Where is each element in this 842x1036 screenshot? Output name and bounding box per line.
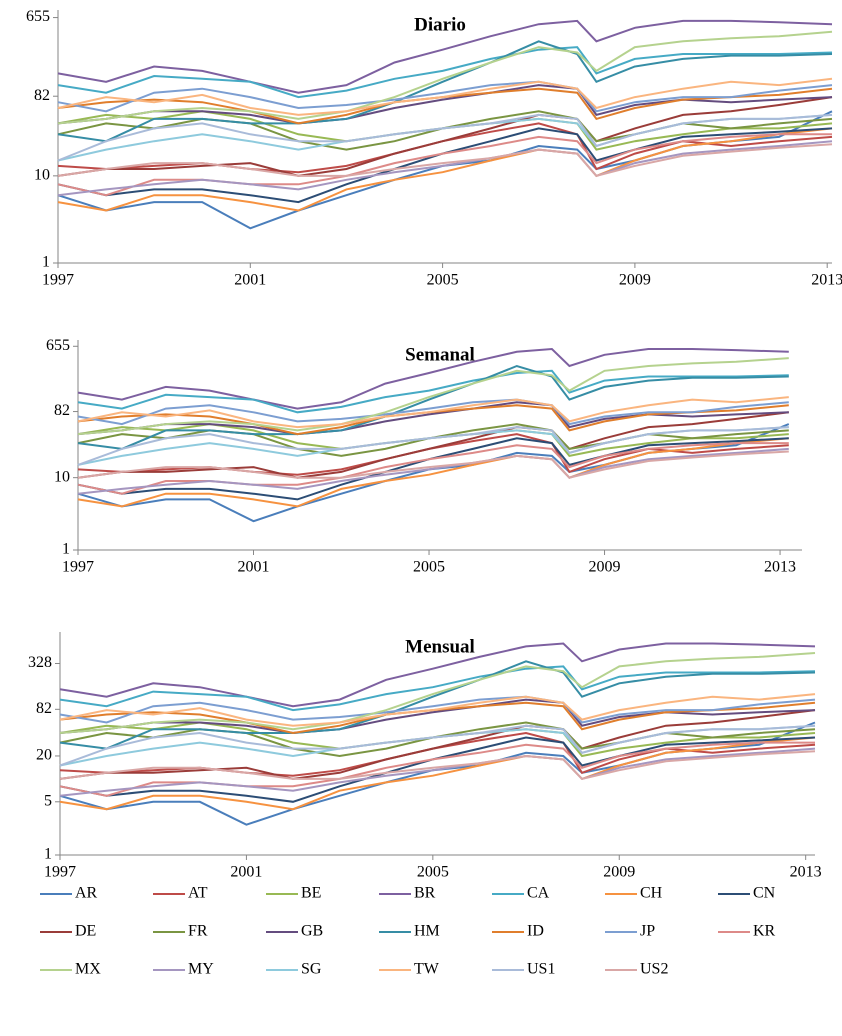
series-line <box>57 110 833 151</box>
x-tick-label: 2009 <box>603 864 635 881</box>
legend-label: US2 <box>640 961 668 978</box>
x-tick-label: 1997 <box>42 272 74 289</box>
series-line <box>59 665 816 712</box>
series-line <box>77 437 789 501</box>
x-tick-label: 2005 <box>413 559 445 576</box>
x-tick-label: 2001 <box>238 559 270 576</box>
series-line <box>57 40 833 143</box>
series-line <box>77 369 789 414</box>
y-tick-label: 1 <box>44 846 52 863</box>
legend-label: BR <box>414 885 436 902</box>
series-line <box>57 127 833 204</box>
x-tick-label: 1997 <box>44 864 76 881</box>
x-tick-label: 2009 <box>589 559 621 576</box>
series-line <box>59 747 816 797</box>
series-line <box>77 411 789 479</box>
series-line <box>57 127 833 212</box>
series-line <box>57 19 833 94</box>
legend-label: JP <box>640 923 655 940</box>
series-line <box>77 396 789 429</box>
legend-label: DE <box>75 923 96 940</box>
series-line <box>59 736 816 811</box>
x-tick-label: 2013 <box>790 864 822 881</box>
series-line <box>77 364 789 450</box>
legend-label: KR <box>753 923 776 940</box>
series-line <box>57 87 833 125</box>
series-line <box>57 113 833 162</box>
y-tick-label: 82 <box>54 402 70 419</box>
x-tick-label: 2009 <box>619 272 651 289</box>
series-line <box>57 80 833 113</box>
series-line <box>57 143 833 178</box>
legend-label: TW <box>414 961 440 978</box>
y-tick-label: 1 <box>42 254 50 271</box>
y-tick-label: 5 <box>44 792 52 809</box>
series-line <box>59 660 816 750</box>
series-line <box>77 357 789 436</box>
legend-label: CH <box>640 885 663 902</box>
series-line <box>57 96 833 177</box>
legend-label: CN <box>753 885 776 902</box>
x-tick-label: 2005 <box>417 864 449 881</box>
x-tick-label: 2001 <box>230 864 262 881</box>
legend-label: SG <box>301 961 322 978</box>
legend-label: AT <box>188 885 208 902</box>
y-tick-label: 82 <box>36 700 52 717</box>
y-tick-label: 655 <box>26 8 50 25</box>
y-tick-label: 20 <box>36 747 52 764</box>
legend-label: MY <box>188 961 214 978</box>
series-line <box>57 140 833 197</box>
legend-label: GB <box>301 923 323 940</box>
series-line <box>59 693 816 727</box>
series-line <box>77 423 789 457</box>
series-line <box>77 404 789 436</box>
series-line <box>77 447 789 495</box>
x-tick-label: 2001 <box>234 272 266 289</box>
legend-label: HM <box>414 923 440 940</box>
legend-label: FR <box>188 923 208 940</box>
legend-label: US1 <box>527 961 555 978</box>
series-line <box>59 642 816 708</box>
series-line <box>59 695 816 724</box>
y-tick-label: 10 <box>34 167 50 184</box>
series-line <box>59 724 816 767</box>
series-line <box>59 736 816 803</box>
series-line <box>59 709 816 780</box>
series-line <box>77 347 789 410</box>
chart-title: Semanal <box>405 344 475 365</box>
series-line <box>57 46 833 99</box>
y-tick-label: 1 <box>62 541 70 558</box>
x-tick-label: 1997 <box>62 559 94 576</box>
series-line <box>57 77 833 116</box>
chart-title: Mensual <box>405 636 475 657</box>
series-line <box>59 701 816 735</box>
legend-label: MX <box>75 961 101 978</box>
series-line <box>77 450 789 479</box>
series-line <box>59 652 816 734</box>
series-line <box>77 437 789 508</box>
series-line <box>77 426 789 466</box>
chart-title: Diario <box>414 14 466 35</box>
x-tick-label: 2013 <box>811 272 842 289</box>
y-tick-label: 82 <box>34 87 50 104</box>
y-tick-label: 655 <box>46 337 70 354</box>
y-tick-label: 328 <box>28 654 52 671</box>
y-tick-label: 10 <box>54 468 70 485</box>
series-line <box>77 398 789 426</box>
x-tick-label: 2005 <box>427 272 459 289</box>
legend-label: AR <box>75 885 98 902</box>
series-line <box>59 721 816 758</box>
legend-label: ID <box>527 923 544 940</box>
series-line <box>57 30 833 125</box>
series-line <box>59 750 816 781</box>
x-tick-label: 2013 <box>764 559 796 576</box>
legend-label: CA <box>527 885 550 902</box>
legend-label: BE <box>301 885 321 902</box>
